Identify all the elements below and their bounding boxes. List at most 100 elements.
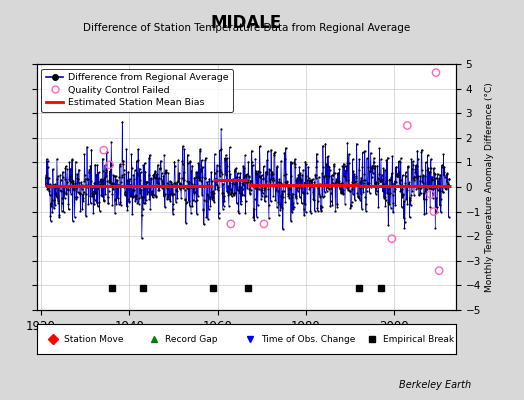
Point [130,187,138,193]
Point [374,174,382,181]
Point [80,178,88,184]
Point [62,190,71,196]
Point [321,181,329,188]
Point [359,180,368,186]
Point [267,146,275,153]
Point [206,202,215,209]
Point [131,198,139,204]
Point [268,177,276,183]
Point [111,196,119,203]
Point [320,174,328,180]
Point [357,174,365,181]
Point [346,188,354,194]
Point [435,268,443,274]
Point [440,172,449,179]
Point [257,172,266,178]
Point [177,185,185,192]
Point [147,176,156,183]
Point [371,163,379,169]
Point [297,184,305,190]
Point [409,162,418,168]
Point [151,168,159,174]
Point [318,170,326,176]
Point [214,215,223,221]
Point [277,193,285,200]
Point [231,168,239,174]
Point [121,171,129,177]
Point [188,162,196,169]
Point [259,175,268,181]
Point [383,177,391,184]
Point [303,177,312,184]
Point [179,169,188,176]
Point [428,177,436,184]
Point [295,185,303,191]
Point [93,162,102,168]
Point [370,165,378,172]
Point [322,161,330,167]
Point [332,178,340,184]
Point [160,152,168,158]
Point [199,164,207,170]
Point [95,208,104,214]
Point [325,164,334,170]
Point [55,212,63,218]
Point [250,196,259,202]
Point [172,198,180,205]
Point [109,186,117,192]
Point [438,164,446,170]
Point [444,181,452,187]
Point [420,183,429,190]
Point [206,194,214,200]
Point [125,176,134,182]
Point [425,184,433,191]
Point [434,187,442,194]
Point [112,201,121,207]
Point [236,201,245,208]
Point [227,186,235,193]
Point [310,197,318,204]
Point [240,192,248,198]
Point [78,182,86,188]
Point [363,155,371,162]
Point [416,178,424,184]
Point [405,181,413,188]
Point [93,183,101,190]
Point [305,186,313,192]
Point [414,156,422,162]
Point [57,177,65,184]
Point [209,197,217,204]
Point [78,186,86,192]
Point [122,184,130,190]
Point [203,191,211,198]
Point [225,168,233,174]
Point [60,189,69,196]
Point [249,183,257,190]
Point [322,188,331,194]
Point [100,176,108,182]
Point [275,212,283,218]
Point [313,158,321,164]
Point [192,197,201,204]
Point [321,188,329,195]
Point [45,188,53,194]
Point [71,194,79,200]
Point [61,176,69,182]
Point [417,189,425,196]
Point [221,155,229,161]
Point [156,166,164,172]
Point [57,183,65,190]
Point [350,182,358,188]
Point [288,209,296,215]
Point [140,194,148,200]
Point [296,194,304,200]
Point [214,184,222,190]
Point [87,146,95,153]
Point [150,170,158,177]
Point [163,194,172,200]
Point [199,206,208,212]
Point [104,200,112,206]
Point [440,169,448,175]
Point [368,164,377,171]
Point [152,194,160,200]
